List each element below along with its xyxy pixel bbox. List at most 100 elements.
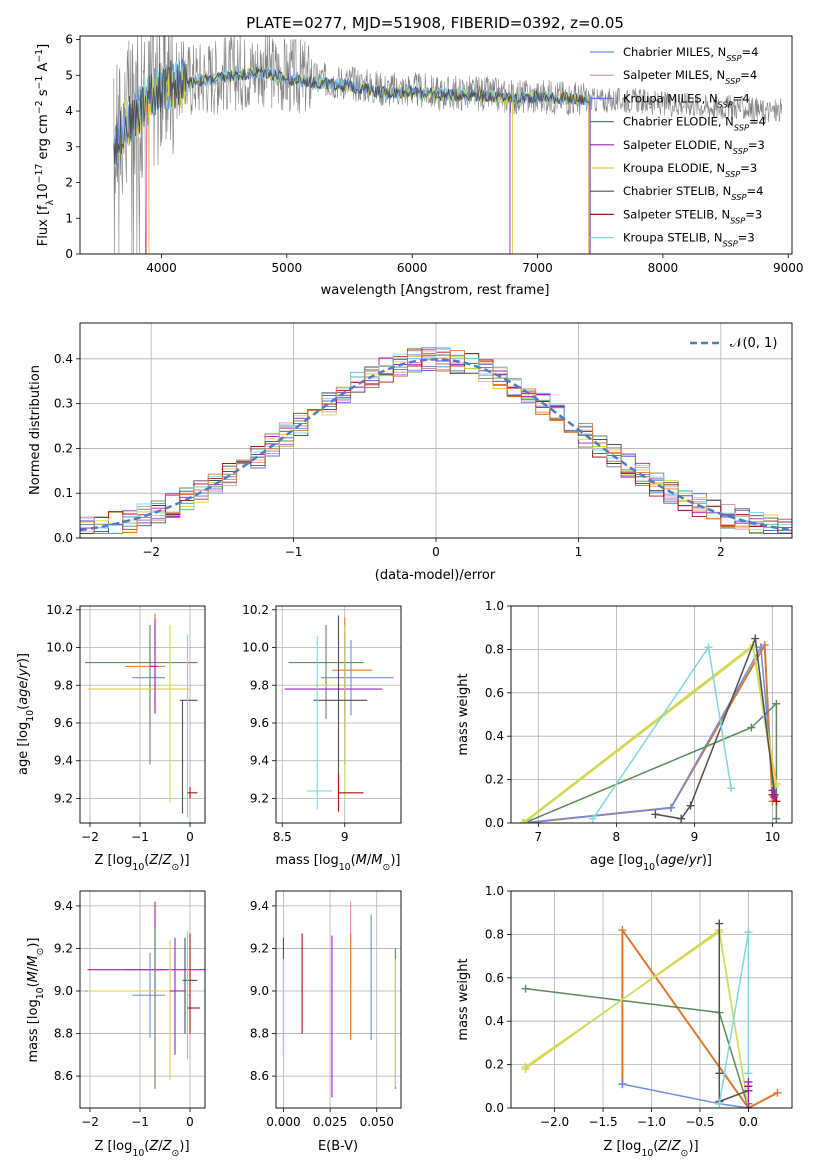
weight-point-marker xyxy=(751,634,760,643)
weight-series-line xyxy=(622,1083,749,1108)
x-axis-label: (data-model)/error xyxy=(375,568,496,583)
weight-point-marker xyxy=(618,1080,627,1089)
legend-entry: Salpeter ELODIE, NSSP=3 xyxy=(623,138,765,156)
x-axis-label: age [log10(age/yr)] xyxy=(590,853,712,873)
y-tick-label: 9.2 xyxy=(54,791,73,805)
weight-point-marker xyxy=(651,810,660,819)
weight_vs_age-lines xyxy=(518,634,781,823)
y-tick-label: 8.6 xyxy=(54,1069,73,1083)
x-tick-label: 0 xyxy=(186,1115,194,1129)
x-tick-label: 6000 xyxy=(397,261,428,275)
y-tick-label: 0.8 xyxy=(485,927,504,941)
weight-series-line xyxy=(525,929,750,1108)
y-tick-label: 0.4 xyxy=(54,352,73,366)
legend-entry: Salpeter MILES, NSSP=4 xyxy=(623,68,757,86)
x-tick-label: −1.0 xyxy=(637,1115,666,1129)
x-axis-label: mass [log10(M/M⊙)] xyxy=(276,853,401,873)
y-axis-label: Normed distribution xyxy=(28,365,43,495)
y-tick-label: 9.4 xyxy=(54,754,73,768)
age_vs_Z-grid xyxy=(80,606,205,823)
weight-series-line xyxy=(524,646,775,823)
x-tick-label: 9 xyxy=(341,830,349,844)
x-tick-label: −2 xyxy=(142,545,160,559)
weight-point-marker xyxy=(744,928,753,937)
x-tick-label: −1.5 xyxy=(588,1115,617,1129)
legend-entry: Kroupa MILES, NSSP=4 xyxy=(623,91,750,109)
x-axis-label: E(B-V) xyxy=(318,1139,358,1154)
y-tick-label: 0.8 xyxy=(485,642,504,656)
mass_vs_EBV-errorbars xyxy=(282,901,396,1098)
y-tick-label: 0.6 xyxy=(485,971,504,985)
histograms xyxy=(80,347,792,534)
weight-series-line xyxy=(525,931,750,1108)
mass_vs_Z-axes-frame xyxy=(79,890,206,1109)
weight_vs_Z-lines xyxy=(521,919,782,1108)
weight-point-marker xyxy=(715,919,724,928)
weight-point-marker xyxy=(727,784,736,793)
weight-point-marker xyxy=(747,723,756,732)
y-tick-label: 8.8 xyxy=(250,1027,269,1041)
x-tick-label: 0.000 xyxy=(266,1115,300,1129)
y-tick-label: 3 xyxy=(65,140,73,154)
spectrum-axes-frame xyxy=(79,35,793,255)
legend-entry: Chabrier STELIB, NSSP=4 xyxy=(623,184,763,202)
weight-point-marker xyxy=(772,699,781,708)
y-tick-label: 5 xyxy=(65,68,73,82)
y-tick-label: 0.3 xyxy=(54,397,73,411)
weight-series-line xyxy=(525,987,750,1108)
mass_vs_EBV-axes-frame xyxy=(275,890,402,1109)
x-axis-label: Z [log10(Z/Z⊙)] xyxy=(603,1139,698,1159)
weight-point-marker xyxy=(770,792,779,801)
x-axis-label: wavelength [Angstrom, rest frame] xyxy=(321,283,550,298)
y-tick-label: 8.8 xyxy=(54,1027,73,1041)
y-tick-label: 0.4 xyxy=(485,1014,504,1028)
weight-series-line xyxy=(718,923,749,1103)
x-tick-label: −0.5 xyxy=(685,1115,714,1129)
mass_vs_Z-grid xyxy=(80,891,205,1108)
y-tick-label: 9.4 xyxy=(250,754,269,768)
weight-point-marker xyxy=(744,1104,753,1108)
y-tick-label: 6 xyxy=(65,33,73,47)
histogram-step xyxy=(80,349,792,534)
x-tick-label: −2 xyxy=(81,1115,99,1129)
mass_vs_Z-errorbars xyxy=(85,901,205,1089)
y-axis-label: age [log10(age/yr)] xyxy=(16,653,36,775)
y-tick-label: 0.4 xyxy=(485,729,504,743)
weight_vs_age-axes-frame xyxy=(510,605,793,824)
legend-entry: Kroupa STELIB, NSSP=3 xyxy=(623,231,755,249)
x-tick-label: 5000 xyxy=(272,261,303,275)
spectrum-legend xyxy=(590,51,614,239)
y-tick-label: 1.0 xyxy=(485,884,504,898)
x-tick-label: 8 xyxy=(613,830,621,844)
x-tick-label: 7 xyxy=(534,830,542,844)
y-tick-label: 0.2 xyxy=(54,441,73,455)
legend-entry: Salpeter STELIB, NSSP=3 xyxy=(623,207,762,225)
y-tick-label: 9.2 xyxy=(54,941,73,955)
weight-series-line xyxy=(592,646,732,820)
weight-point-marker xyxy=(756,643,765,652)
y-tick-label: 4 xyxy=(65,104,73,118)
weight-point-marker xyxy=(520,819,529,823)
y-tick-label: 10.2 xyxy=(242,603,269,617)
y-tick-label: 10.0 xyxy=(46,641,73,655)
y-tick-label: 0.2 xyxy=(485,773,504,787)
weight-point-marker xyxy=(772,797,781,806)
y-tick-label: 9.8 xyxy=(54,678,73,692)
weight-point-marker xyxy=(521,984,530,993)
weight-point-marker xyxy=(715,1099,724,1108)
y-tick-label: 9.8 xyxy=(250,678,269,692)
weight-point-marker xyxy=(677,814,686,823)
x-tick-label: 9 xyxy=(691,830,699,844)
weight-point-marker xyxy=(744,1069,753,1078)
x-tick-label: −1 xyxy=(131,830,149,844)
y-tick-label: 9.2 xyxy=(250,941,269,955)
weight-point-marker xyxy=(704,643,713,652)
y-tick-label: 0.0 xyxy=(54,531,73,545)
weight_vs_Z-grid xyxy=(511,890,792,1109)
x-tick-label: 0 xyxy=(432,545,440,559)
y-axis-label: mass weight xyxy=(456,673,471,755)
age_vs_mass-axes-frame xyxy=(275,605,402,824)
x-tick-label: 7000 xyxy=(522,261,553,275)
x-tick-label: 0.0 xyxy=(739,1115,758,1129)
normal-reference-curve xyxy=(80,358,792,532)
